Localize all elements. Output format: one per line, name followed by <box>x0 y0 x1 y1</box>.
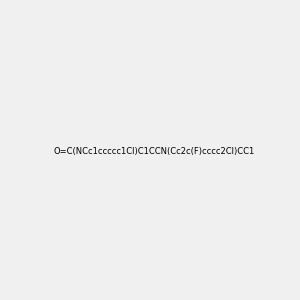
Text: O=C(NCc1ccccc1Cl)C1CCN(Cc2c(F)cccc2Cl)CC1: O=C(NCc1ccccc1Cl)C1CCN(Cc2c(F)cccc2Cl)CC… <box>53 147 254 156</box>
